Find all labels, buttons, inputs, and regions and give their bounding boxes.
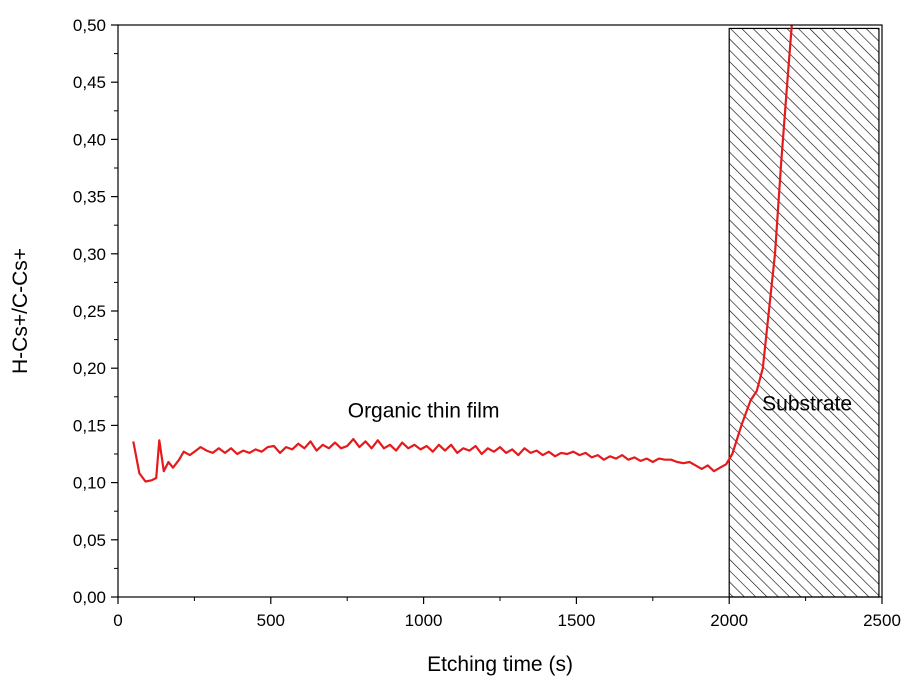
y-tick-label: 0,45 bbox=[73, 73, 106, 92]
x-tick-label: 1500 bbox=[557, 611, 595, 630]
x-tick-label: 500 bbox=[257, 611, 285, 630]
x-axis-label: Etching time (s) bbox=[427, 653, 573, 676]
annotation-label: Organic thin film bbox=[348, 399, 500, 422]
y-tick-label: 0,35 bbox=[73, 188, 106, 207]
x-tick-label: 0 bbox=[113, 611, 122, 630]
annotations: Organic thin film Substrate bbox=[348, 393, 852, 423]
axis-ticks bbox=[111, 24, 883, 604]
x-tick-label: 2500 bbox=[863, 611, 901, 630]
annotation-label: Substrate bbox=[762, 393, 852, 416]
y-tick-label: 0,40 bbox=[73, 130, 106, 149]
y-tick-label: 0,15 bbox=[73, 416, 106, 435]
y-axis-label: H-Cs+/C-Cs+ bbox=[9, 248, 32, 374]
y-tick-label: 0,10 bbox=[73, 474, 106, 493]
series-line bbox=[132, 25, 793, 483]
axis-tick-labels: 0 500 1000 1500 2000 2500 0,00 0,05 0,10 0,15 0,20… bbox=[73, 16, 901, 630]
y-tick-label: 0,05 bbox=[73, 531, 106, 550]
y-tick-label: 0,20 bbox=[73, 359, 106, 378]
y-tick-label: 0,30 bbox=[73, 245, 106, 264]
x-tick-label: 1000 bbox=[405, 611, 443, 630]
x-tick-label: 2000 bbox=[710, 611, 748, 630]
y-tick-label: 0,25 bbox=[73, 302, 106, 321]
substrate-hatched-region bbox=[728, 27, 880, 598]
y-tick-label: 0,50 bbox=[73, 16, 106, 35]
y-tick-label: 0,00 bbox=[73, 588, 106, 607]
plot-frame bbox=[117, 24, 883, 598]
